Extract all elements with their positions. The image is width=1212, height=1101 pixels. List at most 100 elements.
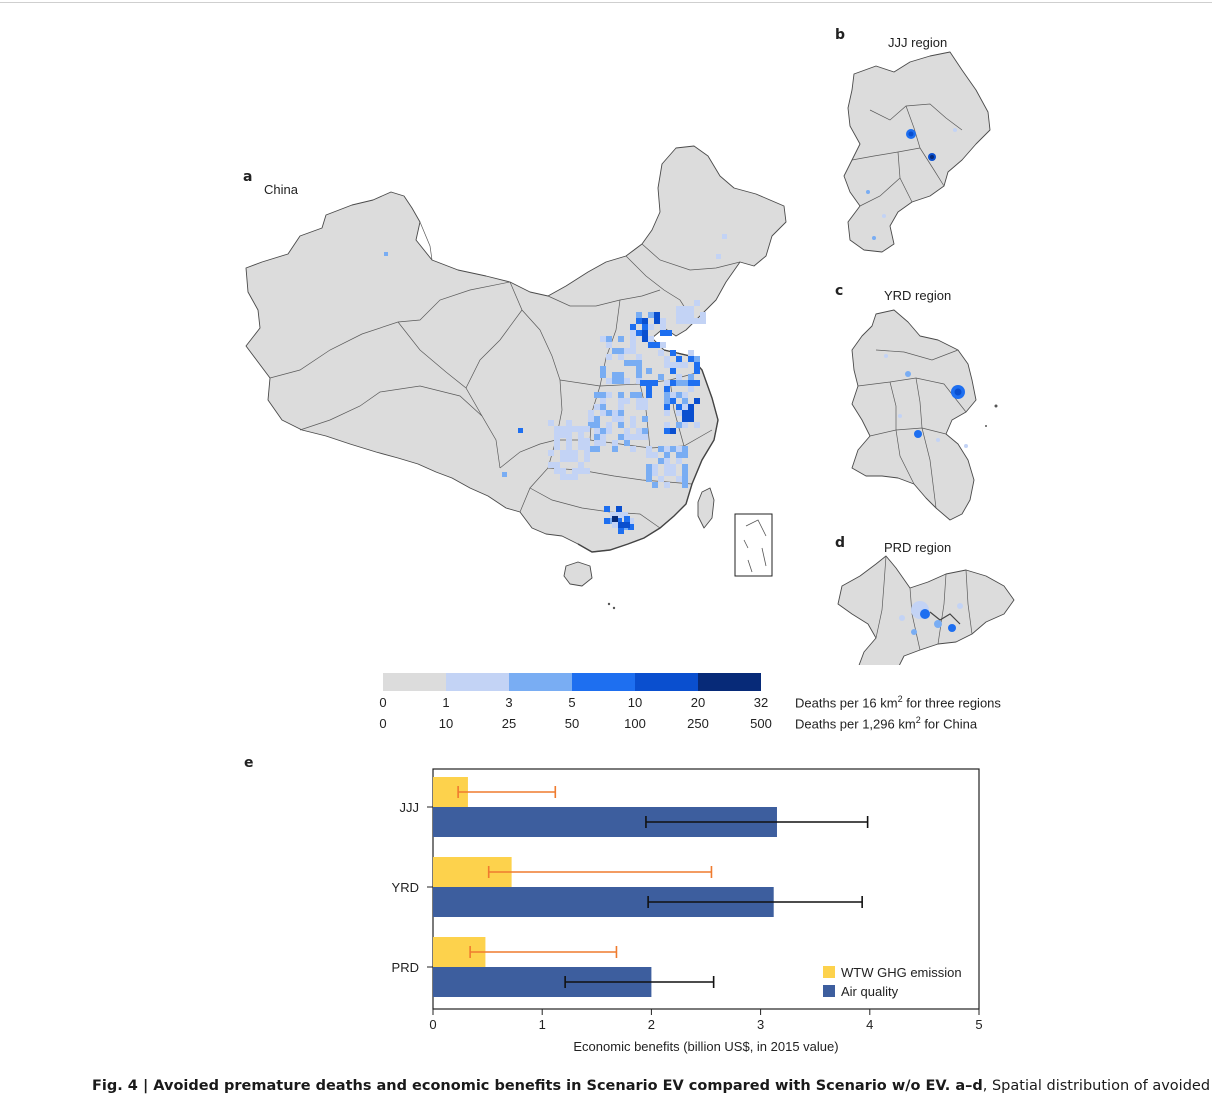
hotspot-cell — [618, 434, 624, 440]
hotspot-cell — [618, 410, 624, 416]
hotspot-cell — [606, 378, 612, 384]
colorbar-bin-0 — [383, 673, 446, 691]
hotspot-cell — [652, 482, 658, 488]
hotspot-cell — [612, 440, 618, 446]
hotspot-cell — [688, 416, 694, 422]
hotspot-cell — [688, 380, 694, 386]
hotspot-cell — [554, 444, 560, 450]
panel-c-title: YRD region — [884, 288, 952, 303]
hotspot-blob — [953, 128, 957, 132]
hotspot-cell — [600, 410, 606, 416]
hotspot-cell — [646, 380, 652, 386]
bar-PRD-0 — [433, 937, 486, 967]
hotspot-cell — [604, 518, 610, 524]
hotspot-blob — [872, 236, 876, 240]
hotspot-cell — [612, 348, 618, 354]
hotspot-cell — [688, 306, 694, 312]
hotspot-cell — [694, 362, 700, 368]
plot-frame — [432, 768, 980, 1010]
hotspot-cell — [636, 366, 642, 372]
hotspot-cell — [642, 398, 648, 404]
hotspot-cell — [618, 354, 624, 360]
hotspot-cell — [624, 378, 630, 384]
hotspot-cell — [566, 474, 572, 480]
bar-YRD-1 — [433, 887, 774, 917]
hotspot-cell — [606, 410, 612, 416]
hotspot-cell — [670, 398, 676, 404]
hotspot-cell — [548, 420, 554, 426]
hotspot-cell — [664, 428, 670, 434]
hotspot-cell — [676, 356, 682, 362]
hotspot-cell — [682, 476, 688, 482]
hotspot-cell — [646, 470, 652, 476]
colorbar-tick: 3 — [505, 695, 513, 710]
figure-caption: Fig. 4 | Avoided premature deaths and ec… — [92, 1078, 1212, 1094]
hotspot-blob — [911, 629, 917, 635]
hotspot-cell — [658, 458, 664, 464]
hotspot-cell — [670, 380, 676, 386]
hotspot-cell — [694, 380, 700, 386]
hotspot-blob — [866, 190, 870, 194]
hotspot-cell — [618, 372, 624, 378]
hotspot-cell — [652, 464, 658, 470]
hotspot-cell — [694, 318, 700, 324]
hotspot-cell — [636, 398, 642, 404]
legend: WTW GHG emission Air quality — [823, 965, 962, 999]
hotspot-cell — [624, 398, 630, 404]
hotspot-cell — [636, 392, 642, 398]
hotspot-cell — [628, 524, 634, 530]
hotspot-cell — [636, 330, 642, 336]
hotspot-cell — [554, 426, 560, 432]
hotspot-cell — [606, 336, 612, 342]
hotspot-cell — [682, 404, 688, 410]
hotspot-cell — [660, 324, 666, 330]
hotspot-cell — [566, 420, 572, 426]
hotspot-cell — [676, 446, 682, 452]
hotspot-cell — [700, 318, 706, 324]
hotspot-cell — [572, 468, 578, 474]
bar-JJJ-1 — [433, 807, 777, 837]
hotspot-cell — [652, 470, 658, 476]
colorbar-tick: 10 — [627, 695, 643, 710]
hotspot-cell — [618, 336, 624, 342]
hotspot-blob — [905, 371, 911, 377]
hotspot-cell — [688, 350, 694, 356]
hotspot-blob — [882, 214, 886, 218]
hotspot-cell — [630, 330, 636, 336]
x-tick-label: 4 — [866, 1017, 873, 1032]
hotspot-cell — [616, 518, 622, 524]
hotspot-blob — [936, 438, 940, 442]
hotspot-cell — [594, 404, 600, 410]
hotspot-cell — [624, 434, 630, 440]
panel-a-title: China — [264, 182, 298, 197]
hotspot-cell — [658, 374, 664, 380]
hotspot-cell — [618, 398, 624, 404]
hotspot-cell — [566, 438, 572, 444]
error-bars — [457, 786, 869, 988]
hotspot-cell — [560, 450, 566, 456]
hotspot-cell — [682, 452, 688, 458]
hotspot-cell — [664, 392, 670, 398]
hotspot-cell — [688, 386, 694, 392]
panel-b-letter: b — [835, 27, 846, 43]
colorbar-label-regions: Deaths per 16 km2 for three regions — [795, 694, 1001, 711]
hotspot-blob — [920, 609, 930, 619]
hotspot-cell — [660, 330, 666, 336]
colorbar-bin-5 — [698, 673, 761, 691]
hotspot-cell — [578, 432, 584, 438]
panel-b-title: JJJ region — [888, 35, 948, 50]
hotspot-cell — [612, 378, 618, 384]
hotspot-cell — [518, 428, 523, 433]
hotspot-cell — [600, 428, 606, 434]
hotspot-cell — [664, 362, 670, 368]
hotspot-cell — [664, 446, 670, 452]
hotspot-cell — [670, 446, 676, 452]
hotspot-cell — [584, 426, 590, 432]
hotspot-cell — [636, 312, 642, 318]
hotspot-cell — [630, 324, 636, 330]
hotspot-cell — [578, 444, 584, 450]
y-tick-label: YRD — [392, 880, 419, 895]
hotspot-cell — [588, 416, 594, 422]
hotspot-cell — [636, 428, 642, 434]
hotspot-blob — [898, 414, 902, 418]
